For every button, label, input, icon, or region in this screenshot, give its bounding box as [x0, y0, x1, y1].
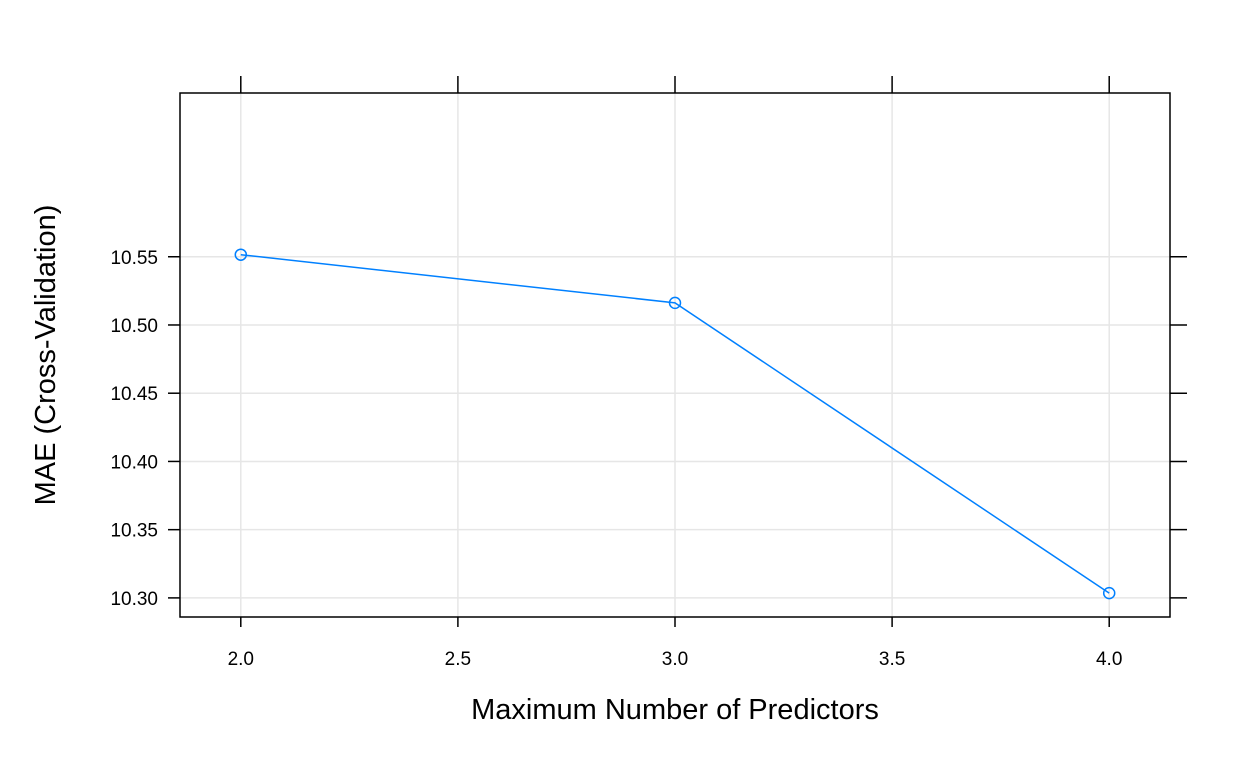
- y-tick-label: 10.35: [110, 521, 158, 542]
- y-tick-label: 10.55: [110, 248, 158, 269]
- ticks: [168, 76, 1187, 627]
- tick-labels: 2.0 2.5 3.0 3.5 4.0 10.30 10.35 10.40 10.45 10.50…: [110, 248, 1122, 670]
- grid: [180, 93, 1170, 617]
- y-tick-label: 10.40: [110, 452, 158, 473]
- x-tick-label: 3.0: [662, 649, 688, 670]
- x-tick-label: 2.0: [228, 649, 254, 670]
- x-tick-label: 3.5: [879, 649, 905, 670]
- x-axis-label: Maximum Number of Predictors: [471, 694, 879, 726]
- data-point: [1102, 586, 1116, 600]
- y-tick-label: 10.50: [110, 316, 158, 337]
- data-point: [234, 248, 248, 261]
- series-line: [240, 253, 1110, 594]
- x-tick-label: 2.5: [445, 649, 471, 670]
- data-point: [668, 296, 682, 310]
- y-axis-label: MAE (Cross-Validation): [30, 205, 62, 506]
- series: [234, 248, 1116, 600]
- x-tick-label: 4.0: [1096, 649, 1122, 670]
- y-tick-label: 10.45: [110, 384, 158, 405]
- y-tick-label: 10.30: [110, 589, 158, 610]
